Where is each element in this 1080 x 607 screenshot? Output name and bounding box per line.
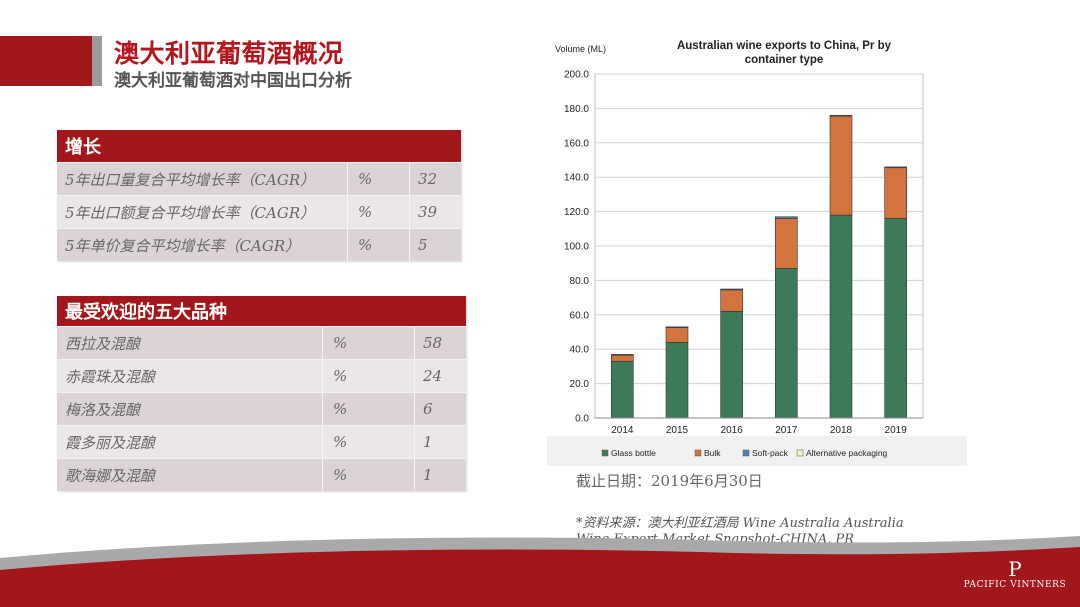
row-value: 1	[414, 459, 466, 491]
bar-segment	[884, 218, 907, 419]
row-value: 1	[414, 426, 466, 458]
table-row: 5年出口额复合平均增长率（CAGR） % 39	[57, 195, 461, 228]
row-value: 24	[414, 360, 466, 392]
legend-swatch	[796, 449, 804, 457]
x-tick-label: 2014	[611, 425, 634, 436]
logo-mark-icon: P	[1008, 557, 1022, 581]
bar-segment	[611, 354, 634, 362]
bar-segment	[665, 342, 689, 419]
bar-segment	[720, 311, 743, 419]
growth-table-title: 增长	[57, 130, 461, 162]
row-label: 5年出口量复合平均增长率（CAGR）	[65, 170, 316, 189]
footer-wave	[0, 536, 1080, 607]
legend-swatch	[601, 449, 609, 457]
growth-table: 增长 5年出口量复合平均增长率（CAGR） % 32 5年出口额复合平均增长率（…	[57, 130, 461, 261]
x-tick-label: 2015	[666, 425, 689, 436]
varieties-table: 最受欢迎的五大品种 西拉及混酿 % 58 赤霞珠及混酿 % 24 梅洛及混酿 %…	[57, 296, 466, 491]
y-tick-label: 60.0	[570, 310, 590, 321]
y-axis-label: Volume (ML)	[555, 44, 606, 54]
row-label: 霞多丽及混酿	[65, 433, 156, 452]
y-tick-label: 40.0	[570, 345, 590, 356]
bar-segment	[611, 360, 634, 419]
bar-segment	[775, 216, 798, 219]
x-tick-label: 2017	[775, 425, 798, 436]
row-value: 32	[409, 163, 461, 195]
cutoff-date-note: 截止日期：2019年6月30日	[576, 472, 763, 490]
row-unit: %	[322, 426, 414, 458]
legend-label: Soft-pack	[752, 448, 789, 458]
x-tick-label: 2019	[885, 425, 908, 436]
bar-segment	[720, 289, 743, 312]
page-subtitle: 澳大利亚葡萄酒对中国出口分析	[114, 71, 352, 91]
bar-segment	[611, 354, 634, 356]
row-unit: %	[322, 360, 414, 392]
legend-swatch	[742, 449, 750, 457]
y-tick-label: 200.0	[564, 70, 589, 81]
row-unit: %	[322, 393, 414, 425]
bar-segment	[829, 115, 853, 216]
bar-segment	[829, 114, 853, 117]
table-row: 歌海娜及混酿 % 1	[57, 458, 466, 491]
row-unit: %	[322, 459, 414, 491]
export-chart-svg: Australian wine exports to China, Pr by c…	[547, 34, 967, 466]
y-tick-label: 140.0	[564, 173, 589, 184]
y-tick-label: 100.0	[564, 242, 589, 253]
y-tick-label: 180.0	[564, 104, 589, 115]
bar-segment	[829, 214, 853, 419]
legend-label: Glass bottle	[611, 448, 656, 458]
bar-segment	[665, 327, 689, 343]
header-accent-bar	[0, 36, 92, 86]
row-unit: %	[347, 163, 409, 195]
row-label: 西拉及混酿	[65, 334, 141, 353]
y-tick-label: 20.0	[570, 379, 590, 390]
table-row: 赤霞珠及混酿 % 24	[57, 359, 466, 392]
x-tick-label: 2016	[721, 425, 744, 436]
footer-wave-red	[0, 547, 1080, 607]
y-tick-label: 80.0	[570, 276, 590, 287]
row-label: 梅洛及混酿	[65, 400, 141, 419]
row-value: 58	[414, 327, 466, 359]
y-tick-label: 160.0	[564, 138, 589, 149]
legend-swatch	[694, 449, 702, 457]
table-row: 霞多丽及混酿 % 1	[57, 425, 466, 458]
bar-segment	[884, 166, 907, 169]
table-row: 5年出口量复合平均增长率（CAGR） % 32	[57, 162, 461, 195]
y-tick-label: 120.0	[564, 207, 589, 218]
y-tick-label: 0.0	[575, 414, 589, 425]
varieties-table-title: 最受欢迎的五大品种	[57, 296, 466, 326]
varieties-table-body: 西拉及混酿 % 58 赤霞珠及混酿 % 24 梅洛及混酿 % 6 霞多丽及混酿 …	[57, 326, 466, 491]
legend-label: Bulk	[704, 448, 721, 458]
row-label: 5年出口额复合平均增长率（CAGR）	[65, 203, 316, 222]
header-accent-divider	[92, 36, 102, 86]
logo-text: PACIFIC VINTNERS	[963, 580, 1067, 590]
pacific-vintners-logo: P PACIFIC VINTNERS	[960, 558, 1070, 590]
x-tick-label: 2018	[830, 425, 853, 436]
legend-label: Alternative packaging	[806, 448, 888, 458]
chart-title-line-2: container type	[745, 54, 824, 66]
row-value: 6	[414, 393, 466, 425]
row-label: 赤霞珠及混酿	[65, 367, 156, 386]
bar-segment	[775, 218, 798, 269]
bar-segment	[884, 167, 907, 219]
table-row: 西拉及混酿 % 58	[57, 326, 466, 359]
row-unit: %	[347, 196, 409, 228]
row-label: 歌海娜及混酿	[65, 466, 156, 485]
row-label: 5年单价复合平均增长率（CAGR）	[65, 236, 301, 255]
bar-segment	[665, 326, 689, 328]
row-unit: %	[347, 229, 409, 261]
table-row: 5年单价复合平均增长率（CAGR） % 5	[57, 228, 461, 261]
row-unit: %	[322, 327, 414, 359]
row-value: 39	[409, 196, 461, 228]
bar-segment	[775, 268, 798, 419]
table-row: 梅洛及混酿 % 6	[57, 392, 466, 425]
chart-legend-band	[547, 436, 967, 466]
row-value: 5	[409, 229, 461, 261]
export-chart: Australian wine exports to China, Pr by c…	[547, 34, 967, 466]
page-title: 澳大利亚葡萄酒概况	[114, 39, 344, 68]
chart-title-line-1: Australian wine exports to China, Pr by	[677, 40, 892, 52]
growth-table-body: 5年出口量复合平均增长率（CAGR） % 32 5年出口额复合平均增长率（CAG…	[57, 162, 461, 261]
bar-segment	[720, 288, 743, 291]
